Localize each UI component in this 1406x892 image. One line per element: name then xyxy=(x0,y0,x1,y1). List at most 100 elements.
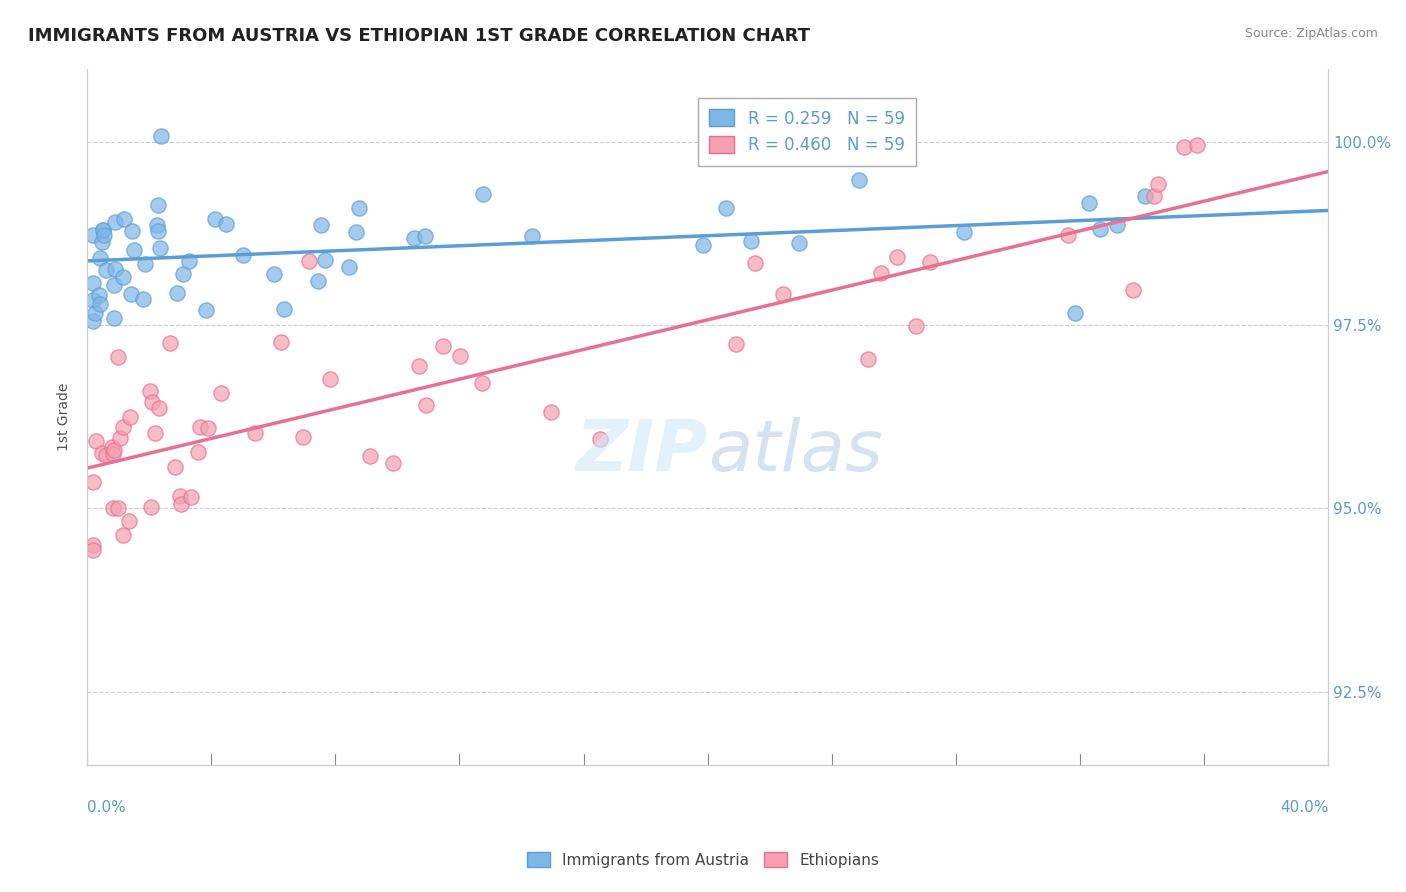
Point xyxy=(359,449,381,463)
Point xyxy=(94,263,117,277)
Point xyxy=(112,419,135,434)
Point xyxy=(138,384,160,398)
Text: 40.0%: 40.0% xyxy=(1279,799,1329,814)
Point xyxy=(89,297,111,311)
Text: Source: ZipAtlas.com: Source: ZipAtlas.com xyxy=(1244,27,1378,40)
Legend: Immigrants from Austria, Ethiopians: Immigrants from Austria, Ethiopians xyxy=(519,844,887,875)
Point xyxy=(93,228,115,243)
Point xyxy=(82,276,104,290)
Point xyxy=(159,335,181,350)
Point xyxy=(118,410,141,425)
Point xyxy=(91,223,114,237)
Point xyxy=(449,350,471,364)
Point xyxy=(149,241,172,255)
Legend: R = 0.259   N = 59, R = 0.460   N = 59: R = 0.259 N = 59, R = 0.460 N = 59 xyxy=(697,98,917,166)
Point xyxy=(215,217,238,231)
Point xyxy=(197,421,219,435)
Text: 0.0%: 0.0% xyxy=(87,799,127,814)
Text: atlas: atlas xyxy=(707,417,883,486)
Point xyxy=(84,305,107,319)
Point xyxy=(82,227,104,242)
Point xyxy=(145,218,167,232)
Point xyxy=(725,337,748,351)
Y-axis label: 1st Grade: 1st Grade xyxy=(58,383,72,450)
Point xyxy=(112,211,135,226)
Point xyxy=(188,419,211,434)
Point xyxy=(415,399,437,413)
Point xyxy=(381,456,404,470)
Point xyxy=(540,405,562,419)
Text: IMMIGRANTS FROM AUSTRIA VS ETHIOPIAN 1ST GRADE CORRELATION CHART: IMMIGRANTS FROM AUSTRIA VS ETHIOPIAN 1ST… xyxy=(28,27,810,45)
Point xyxy=(90,235,112,249)
Point xyxy=(101,500,124,515)
Point xyxy=(472,187,495,202)
Point xyxy=(232,248,254,262)
Point xyxy=(404,231,426,245)
Point xyxy=(1077,195,1099,210)
Point xyxy=(298,253,321,268)
Point xyxy=(740,234,762,248)
Point xyxy=(146,224,169,238)
Point xyxy=(180,490,202,504)
Point xyxy=(132,292,155,306)
Point xyxy=(471,376,494,391)
Point xyxy=(1143,189,1166,203)
Point xyxy=(103,443,125,458)
Point xyxy=(309,218,332,232)
Point xyxy=(104,261,127,276)
Point xyxy=(848,173,870,187)
Point xyxy=(187,444,209,458)
Point xyxy=(904,319,927,334)
Point xyxy=(101,441,124,455)
Point xyxy=(344,225,367,239)
Point xyxy=(920,255,942,269)
Point xyxy=(744,256,766,270)
Point xyxy=(1133,189,1156,203)
Point xyxy=(89,251,111,265)
Point xyxy=(692,238,714,252)
Point xyxy=(110,431,132,445)
Point xyxy=(787,235,810,250)
Point xyxy=(179,254,201,268)
Point xyxy=(82,314,104,328)
Point xyxy=(87,288,110,302)
Point xyxy=(1105,218,1128,232)
Point xyxy=(413,228,436,243)
Point xyxy=(209,386,232,401)
Point xyxy=(263,267,285,281)
Point xyxy=(82,475,104,489)
Point xyxy=(522,228,544,243)
Point xyxy=(103,310,125,325)
Point xyxy=(148,401,170,416)
Point xyxy=(82,293,104,308)
Point xyxy=(90,446,112,460)
Point xyxy=(82,538,104,552)
Point xyxy=(148,198,170,212)
Point xyxy=(307,275,329,289)
Point xyxy=(172,267,194,281)
Point xyxy=(107,350,129,364)
Point xyxy=(408,359,430,373)
Point xyxy=(716,201,738,215)
Point xyxy=(118,514,141,528)
Point xyxy=(1122,283,1144,297)
Point xyxy=(120,287,142,301)
Point xyxy=(107,501,129,516)
Point xyxy=(589,433,612,447)
Point xyxy=(856,352,879,367)
Point xyxy=(141,394,163,409)
Point xyxy=(166,286,188,301)
Point xyxy=(84,434,107,449)
Point xyxy=(347,201,370,215)
Point xyxy=(149,129,172,144)
Point xyxy=(195,302,218,317)
Point xyxy=(163,460,186,475)
Point xyxy=(143,426,166,441)
Point xyxy=(169,497,191,511)
Point xyxy=(432,339,454,353)
Point xyxy=(772,287,794,301)
Point xyxy=(1056,227,1078,242)
Point xyxy=(124,244,146,258)
Point xyxy=(886,250,908,264)
Point xyxy=(243,425,266,440)
